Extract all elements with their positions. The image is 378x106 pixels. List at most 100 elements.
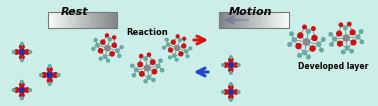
- Circle shape: [161, 69, 164, 72]
- Circle shape: [139, 72, 144, 76]
- Circle shape: [20, 59, 23, 62]
- Circle shape: [330, 43, 333, 46]
- Circle shape: [359, 30, 363, 33]
- Circle shape: [350, 30, 355, 35]
- Text: Reaction: Reaction: [126, 28, 168, 37]
- Circle shape: [229, 85, 233, 89]
- Circle shape: [104, 55, 107, 58]
- Circle shape: [339, 23, 342, 26]
- Circle shape: [298, 33, 303, 38]
- Circle shape: [176, 35, 179, 38]
- Bar: [48, 12, 118, 28]
- Text: Motion: Motion: [229, 7, 273, 17]
- Circle shape: [147, 76, 151, 79]
- Circle shape: [20, 55, 24, 59]
- Circle shape: [229, 99, 232, 101]
- Circle shape: [152, 69, 156, 74]
- Circle shape: [166, 38, 168, 41]
- Circle shape: [234, 90, 238, 94]
- Circle shape: [42, 73, 46, 77]
- Circle shape: [53, 73, 58, 77]
- Circle shape: [229, 72, 232, 74]
- Circle shape: [237, 91, 240, 93]
- Circle shape: [343, 35, 349, 41]
- Bar: [219, 12, 288, 28]
- Circle shape: [317, 42, 321, 46]
- Circle shape: [94, 39, 97, 42]
- Circle shape: [132, 74, 136, 77]
- Circle shape: [224, 90, 228, 94]
- Circle shape: [169, 56, 172, 59]
- Circle shape: [288, 43, 291, 46]
- Circle shape: [152, 78, 155, 82]
- Circle shape: [20, 80, 23, 83]
- Circle shape: [19, 87, 25, 93]
- Circle shape: [171, 40, 175, 44]
- Circle shape: [144, 80, 147, 83]
- Circle shape: [169, 48, 172, 52]
- Circle shape: [150, 60, 155, 64]
- Circle shape: [224, 63, 228, 67]
- Circle shape: [310, 46, 315, 51]
- Circle shape: [298, 54, 301, 57]
- Circle shape: [48, 65, 51, 68]
- Circle shape: [20, 97, 23, 100]
- Circle shape: [175, 58, 178, 61]
- Circle shape: [351, 40, 356, 45]
- Circle shape: [304, 39, 310, 45]
- Circle shape: [99, 57, 102, 60]
- Circle shape: [144, 65, 150, 71]
- Circle shape: [46, 72, 53, 78]
- Circle shape: [57, 74, 60, 76]
- Circle shape: [107, 59, 110, 62]
- Circle shape: [40, 74, 42, 76]
- Circle shape: [25, 50, 29, 54]
- Circle shape: [348, 22, 351, 26]
- Circle shape: [101, 40, 105, 44]
- Circle shape: [47, 67, 52, 72]
- Circle shape: [360, 40, 364, 43]
- Circle shape: [175, 46, 180, 50]
- Circle shape: [96, 44, 99, 47]
- Circle shape: [333, 37, 336, 41]
- Circle shape: [222, 91, 224, 93]
- Circle shape: [312, 35, 317, 40]
- Circle shape: [234, 63, 238, 67]
- Circle shape: [20, 45, 24, 49]
- Circle shape: [147, 53, 150, 56]
- Circle shape: [320, 48, 323, 52]
- Circle shape: [159, 59, 162, 62]
- Circle shape: [92, 47, 95, 50]
- Circle shape: [338, 41, 342, 46]
- Circle shape: [228, 62, 234, 68]
- Circle shape: [307, 29, 310, 33]
- Circle shape: [228, 89, 234, 95]
- Circle shape: [350, 50, 353, 53]
- Text: Rest: Rest: [61, 7, 88, 17]
- Circle shape: [110, 52, 114, 56]
- Circle shape: [12, 89, 15, 91]
- Circle shape: [329, 33, 332, 36]
- Circle shape: [112, 43, 116, 47]
- Circle shape: [229, 58, 233, 62]
- Circle shape: [183, 37, 186, 40]
- Circle shape: [12, 51, 15, 53]
- Circle shape: [116, 49, 119, 52]
- Circle shape: [29, 51, 31, 53]
- Circle shape: [345, 46, 349, 50]
- Circle shape: [307, 55, 310, 59]
- Circle shape: [20, 93, 24, 98]
- Circle shape: [20, 42, 23, 45]
- Text: Developed layer: Developed layer: [298, 62, 369, 71]
- Circle shape: [47, 78, 52, 83]
- Circle shape: [25, 88, 29, 92]
- Circle shape: [229, 56, 232, 58]
- Circle shape: [138, 62, 143, 67]
- Circle shape: [185, 50, 188, 53]
- Circle shape: [118, 54, 121, 57]
- Circle shape: [229, 68, 233, 72]
- Circle shape: [19, 49, 25, 55]
- Circle shape: [166, 43, 169, 46]
- Circle shape: [292, 38, 296, 42]
- Circle shape: [311, 27, 315, 30]
